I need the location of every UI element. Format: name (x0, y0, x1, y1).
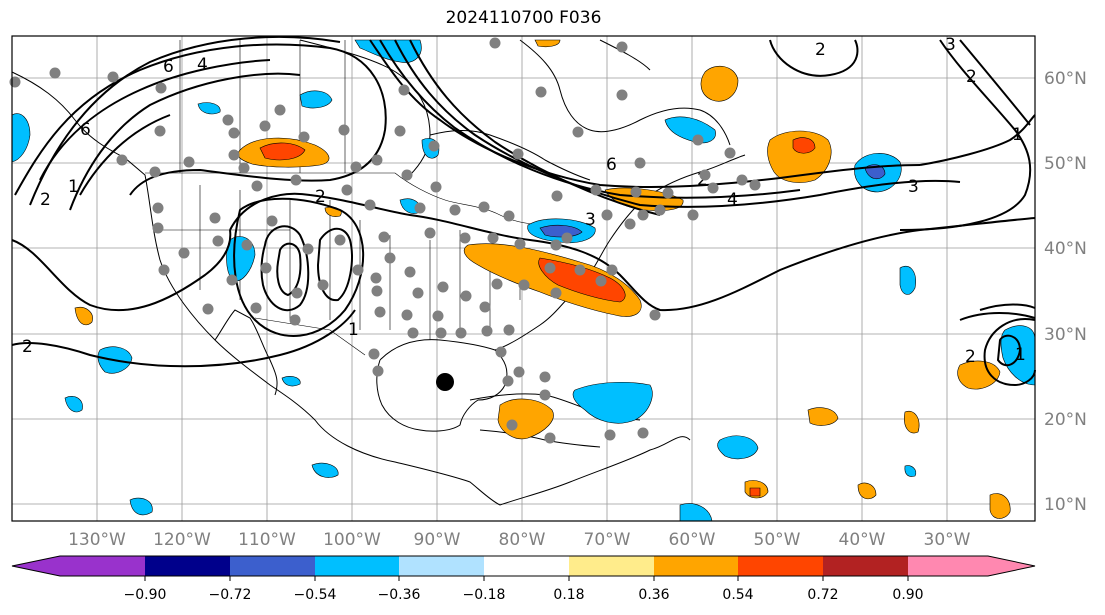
colorbar-bin (230, 556, 315, 576)
contour-label: 2 (966, 67, 977, 87)
station-markers (9, 37, 761, 444)
contour-label: 2 (965, 347, 976, 367)
colorbar-bin (908, 556, 988, 576)
contour-lines (11, 35, 1036, 387)
storm-center-marker (436, 373, 454, 391)
contour-label: 3 (945, 35, 956, 55)
lon-label: 60°W (669, 530, 716, 550)
colorbar-bin (823, 556, 908, 576)
map-title: 2024110700 F036 (445, 8, 602, 28)
anomaly-fill (11, 39, 1036, 522)
lat-label: 20°N (1044, 410, 1087, 430)
longitude-labels: 130°W 120°W 110°W 100°W 90°W 80°W 70°W 6… (68, 530, 971, 550)
lon-label: 110°W (238, 530, 296, 550)
contour-label: 4 (727, 190, 738, 210)
lat-label: 50°N (1044, 154, 1087, 174)
colorbar-tick-label: 0.18 (553, 587, 584, 603)
lat-label: 30°N (1044, 325, 1087, 345)
lon-label: 120°W (153, 530, 211, 550)
map-border (11, 35, 1036, 522)
colorbar-tick-label: −0.36 (378, 587, 421, 603)
lon-label: 40°W (839, 530, 886, 550)
colorbar-max-extend (988, 556, 1035, 576)
lon-label: 90°W (414, 530, 461, 550)
contour-label: 3 (585, 210, 596, 230)
contour-label: 2 (40, 190, 51, 210)
lat-label: 10°N (1044, 495, 1087, 515)
colorbar-bin (315, 556, 399, 576)
colorbar-tick-label: 0.90 (892, 587, 923, 603)
colorbar-tick-label: −0.18 (463, 587, 506, 603)
lon-label: 80°W (499, 530, 546, 550)
colorbar-bin (654, 556, 738, 576)
colorbar-bin (399, 556, 484, 576)
contour-labels: 6 4 2 1 2 6 3 4 2 2 1 3 2 1 2 1 6 3 2 (22, 35, 1026, 367)
colorbar-tick-label: 0.36 (638, 587, 669, 603)
lon-label: 70°W (584, 530, 631, 550)
colorbar-tick-label: 0.72 (807, 587, 838, 603)
colorbar: −0.90 −0.72 −0.54 −0.36 −0.18 0.18 0.36 … (11, 555, 1036, 603)
lat-label: 40°N (1044, 239, 1087, 259)
contour-label: 1 (1012, 125, 1023, 145)
contour-label: 4 (197, 55, 208, 75)
contour-label: 3 (908, 177, 919, 197)
colorbar-outline (11, 555, 1036, 577)
contour-label: 1 (348, 320, 359, 340)
latitude-labels: 60°N 50°N 40°N 30°N 20°N 10°N (1044, 69, 1087, 515)
contour-label: 6 (606, 155, 617, 175)
contour-label: 6 (163, 57, 174, 77)
lon-label: 30°W (924, 530, 971, 550)
lon-label: 100°W (323, 530, 381, 550)
lon-label: 50°W (754, 530, 801, 550)
colorbar-tick-label: −0.90 (124, 587, 167, 603)
contour-label: 2 (697, 170, 708, 190)
colorbar-bin (569, 556, 654, 576)
colorbar-min-extend (12, 556, 60, 576)
lon-label: 130°W (68, 530, 126, 550)
contour-label: 6 (80, 120, 91, 140)
contour-label: 2 (22, 337, 33, 357)
lat-label: 60°N (1044, 69, 1087, 89)
map-panel: 6 4 2 1 2 6 3 4 2 2 1 3 2 1 2 1 6 3 2 (9, 35, 1036, 522)
contour-label: 1 (68, 177, 79, 197)
contour-label: 1 (1015, 345, 1026, 365)
colorbar-tick-label: −0.72 (209, 587, 252, 603)
colorbar-tick-label: 0.54 (722, 587, 753, 603)
contour-label: 2 (315, 187, 326, 207)
colorbar-bin (738, 556, 823, 576)
contour-label: 2 (815, 40, 826, 60)
colorbar-bin (60, 556, 145, 576)
colorbar-bin (484, 556, 569, 576)
colorbar-tick-label: −0.54 (294, 587, 337, 603)
colorbar-bin (145, 556, 230, 576)
